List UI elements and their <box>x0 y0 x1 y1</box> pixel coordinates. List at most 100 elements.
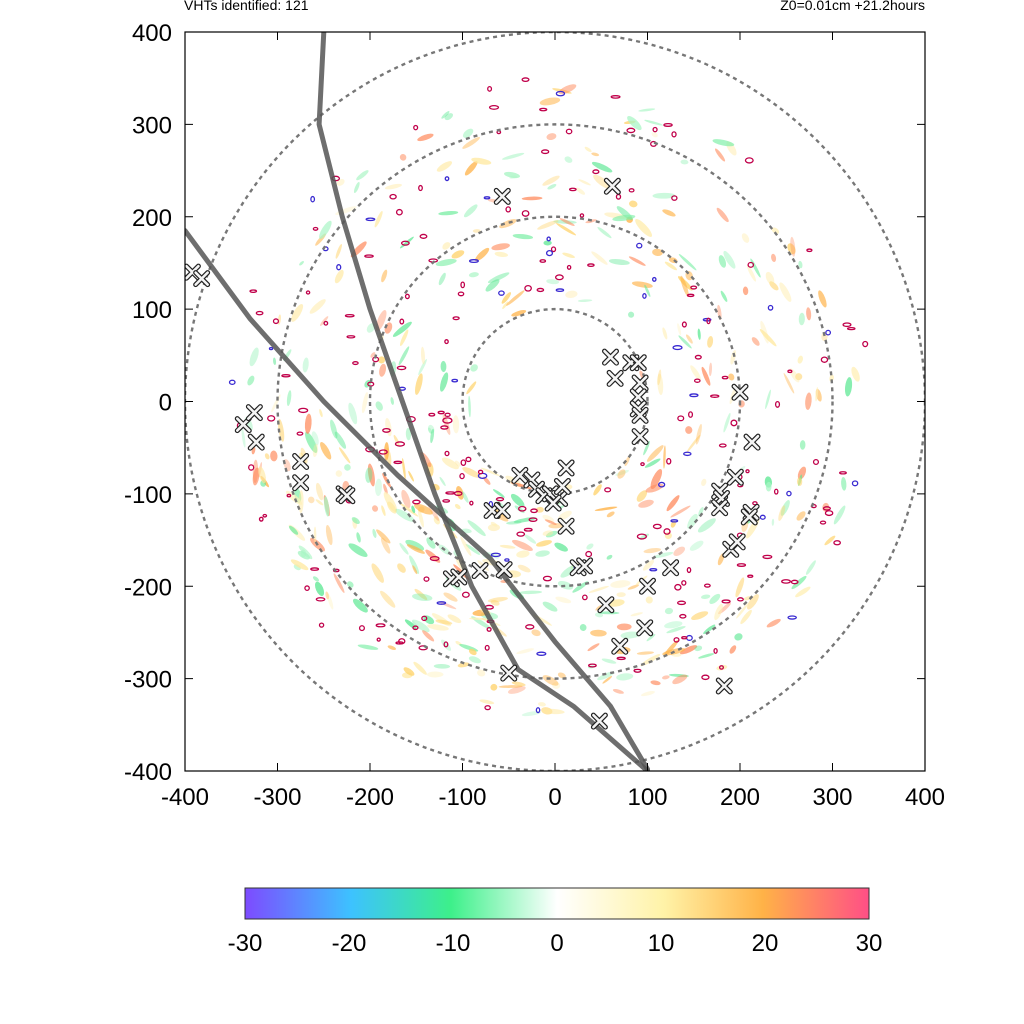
field-blob <box>372 528 377 538</box>
field-blob <box>462 128 474 138</box>
field-blob <box>538 702 546 707</box>
field-blob <box>468 656 481 664</box>
contour-loop <box>442 499 451 503</box>
field-blob <box>420 346 426 365</box>
field-blob <box>327 593 334 610</box>
contour-loop <box>689 393 699 398</box>
field-blob <box>376 529 391 544</box>
x-tick-label: 200 <box>720 784 760 811</box>
field-blob <box>402 458 406 480</box>
field-blob <box>606 554 613 560</box>
field-blob <box>815 387 819 402</box>
field-blob <box>594 506 618 511</box>
marker-cross <box>494 503 510 518</box>
vht-marker <box>731 383 749 401</box>
marker-cross <box>558 518 574 534</box>
field-blob <box>506 290 525 306</box>
contour-loop <box>566 264 572 270</box>
field-blob <box>502 301 509 309</box>
marker-cross <box>732 384 748 400</box>
marker-cross <box>501 665 517 681</box>
field-blob <box>427 427 433 434</box>
field-blob <box>441 639 452 651</box>
field-blob <box>771 518 775 526</box>
vht-marker <box>590 712 608 730</box>
field-blob <box>384 322 393 334</box>
field-blob <box>642 559 655 571</box>
contour-loop <box>628 188 635 193</box>
contour-loop <box>444 412 451 418</box>
marker-cross <box>603 349 618 365</box>
field-blob <box>319 409 323 418</box>
field-blob <box>690 365 702 381</box>
field-blob <box>712 139 735 147</box>
field-blob <box>309 299 326 314</box>
axis-ticks <box>184 31 926 772</box>
field-blob <box>616 673 634 681</box>
field-blob <box>381 269 388 283</box>
field-blob <box>579 624 587 631</box>
contour-loop <box>693 378 701 383</box>
y-tick-label: -200 <box>124 574 172 601</box>
field-blob <box>554 542 568 552</box>
field-blob <box>685 334 693 344</box>
contour-loop <box>483 196 491 200</box>
contour-loop <box>444 339 449 345</box>
contour-loop <box>488 104 500 110</box>
contour-loop <box>437 410 445 415</box>
contour-loop <box>364 254 374 258</box>
field-blob <box>630 612 643 617</box>
contour-loop <box>389 193 397 200</box>
field-blob <box>709 593 721 605</box>
field-blob <box>687 513 698 529</box>
field-blob <box>720 290 728 302</box>
field-blob <box>383 483 388 495</box>
field-blob <box>557 580 574 590</box>
contour-loop <box>663 528 671 535</box>
contour-loop <box>315 597 326 602</box>
field-blob <box>406 544 425 554</box>
field-blob <box>740 609 752 625</box>
field-blob <box>521 711 542 717</box>
colorbar-tick-label: 20 <box>752 930 779 957</box>
field-blob <box>427 624 449 631</box>
contour-loop <box>367 381 375 387</box>
field-blob <box>703 624 716 635</box>
field-blob <box>524 534 537 544</box>
range-ring <box>461 307 649 496</box>
field-blob <box>678 254 697 271</box>
field-blob <box>384 183 402 190</box>
field-blob <box>584 146 592 153</box>
field-blob <box>578 179 591 186</box>
contour-loop <box>255 310 264 316</box>
contour-loop <box>671 195 678 201</box>
field-blob <box>325 591 329 600</box>
field-blob <box>759 329 777 347</box>
field-blob <box>627 584 640 590</box>
field-blob <box>365 467 373 483</box>
field-blob <box>414 588 428 601</box>
vht-marker <box>715 677 733 695</box>
vht-marker <box>245 404 263 422</box>
field-blob <box>511 681 526 687</box>
field-blob <box>771 253 777 263</box>
field-blob <box>264 453 270 460</box>
field-blob <box>333 573 345 593</box>
contour-loop <box>862 340 869 348</box>
contour-loop <box>495 497 505 502</box>
contour-loop <box>382 427 391 433</box>
y-tick-label: -100 <box>124 482 172 509</box>
marker-cross <box>293 454 308 469</box>
field-blob <box>463 204 478 218</box>
field-blob <box>387 501 397 514</box>
field-blob <box>398 502 419 517</box>
field-blob <box>627 116 642 131</box>
field-blob <box>370 352 376 358</box>
field-blob <box>547 183 557 190</box>
field-blob <box>728 373 735 381</box>
field-blob <box>678 335 692 349</box>
field-blob <box>734 633 743 641</box>
contour-loop <box>440 425 449 430</box>
field-blob <box>723 250 736 269</box>
